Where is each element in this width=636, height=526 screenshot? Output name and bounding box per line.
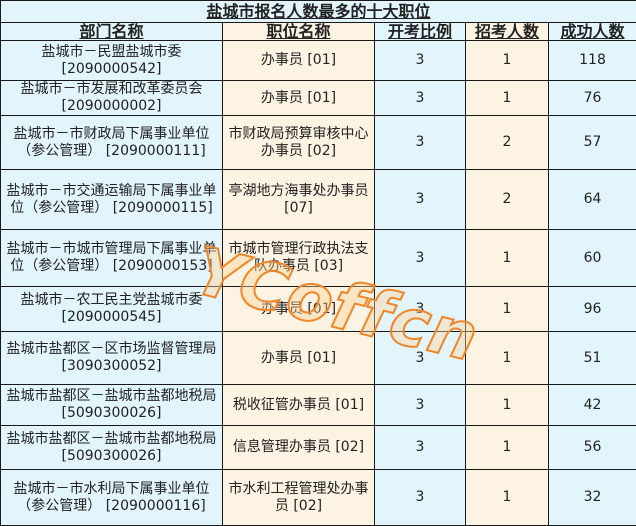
- position-cell: 办事员 [01]: [222, 331, 375, 385]
- header-row: 部门名称 职位名称 开考比例 招考人数 成功人数: [0, 22, 636, 41]
- table-row: 盐城市－民盟盐城市委 [2090000542] 办事员 [01] 3 1 118: [0, 40, 636, 81]
- success-cell: 60: [547, 229, 636, 287]
- success-cell: 96: [547, 286, 636, 332]
- ratio-cell: 3: [374, 425, 466, 470]
- success-cell: 51: [547, 331, 636, 385]
- quota-cell: 1: [465, 229, 549, 287]
- dept-cell: 盐城市－市财政局下属事业单位（参公管理） [2090000111]: [0, 115, 223, 170]
- position-cell: 办事员 [01]: [222, 80, 375, 116]
- ratio-cell: 3: [374, 115, 466, 170]
- table-row: 盐城市－市发展和改革委员会 [2090000002] 办事员 [01] 3 1 76: [0, 80, 636, 116]
- position-cell: 市城市管理行政执法支队办事员 [03]: [222, 229, 375, 287]
- dept-cell: 盐城市盐都区－盐城市盐都地税局 [5090300026]: [0, 384, 223, 426]
- table-row: 盐城市－市财政局下属事业单位（参公管理） [2090000111] 市财政局预算审…: [0, 115, 636, 170]
- col-header-ratio: 开考比例: [374, 22, 466, 41]
- quota-cell: 1: [465, 331, 549, 385]
- ratio-cell: 3: [374, 80, 466, 116]
- table-row: 盐城市－市水利局下属事业单位（参公管理） [2090000116] 市水利工程管理…: [0, 469, 636, 526]
- dept-cell: 盐城市－市水利局下属事业单位（参公管理） [2090000116]: [0, 469, 223, 526]
- success-cell: 76: [547, 80, 636, 116]
- dept-cell: 盐城市－农工民主党盐城市委 [2090000545]: [0, 286, 223, 332]
- quota-cell: 1: [465, 384, 549, 426]
- success-cell: 118: [547, 40, 636, 81]
- table-row: 盐城市－市城市管理局下属事业单位（参公管理） [2090000153] 市城市管理…: [0, 229, 636, 287]
- col-header-position: 职位名称: [222, 22, 375, 41]
- dept-cell: 盐城市盐都区－区市场监督管理局 [3090300052]: [0, 331, 223, 385]
- table-row: 盐城市盐都区－盐城市盐都地税局 [5090300026] 税收征管办事员 [01]…: [0, 384, 636, 426]
- success-cell: 56: [547, 425, 636, 470]
- dept-cell: 盐城市－民盟盐城市委 [2090000542]: [0, 40, 223, 81]
- col-header-dept: 部门名称: [0, 22, 223, 41]
- position-cell: 亭湖地方海事处办事员 [07]: [222, 169, 375, 230]
- ratio-cell: 3: [374, 331, 466, 385]
- quota-cell: 2: [465, 115, 549, 170]
- quota-cell: 1: [465, 425, 549, 470]
- quota-cell: 1: [465, 80, 549, 116]
- position-cell: 信息管理办事员 [02]: [222, 425, 375, 470]
- quota-cell: 1: [465, 469, 549, 526]
- ratio-cell: 3: [374, 40, 466, 81]
- dept-cell: 盐城市－市城市管理局下属事业单位（参公管理） [2090000153]: [0, 229, 223, 287]
- table-row: 盐城市－农工民主党盐城市委 [2090000545] 办事员 [01] 3 1 96: [0, 286, 636, 332]
- table-row: 盐城市盐都区－盐城市盐都地税局 [5090300026] 信息管理办事员 [02]…: [0, 425, 636, 470]
- col-header-success: 成功人数: [547, 22, 636, 41]
- ratio-cell: 3: [374, 229, 466, 287]
- ratio-cell: 3: [374, 286, 466, 332]
- dept-cell: 盐城市盐都区－盐城市盐都地税局 [5090300026]: [0, 425, 223, 470]
- quota-cell: 1: [465, 286, 549, 332]
- table-row: 盐城市－市交通运输局下属事业单位（参公管理） [2090000115] 亭湖地方海…: [0, 169, 636, 230]
- position-cell: 市水利工程管理处办事员 [02]: [222, 469, 375, 526]
- position-cell: 市财政局预算审核中心办事员 [02]: [222, 115, 375, 170]
- success-cell: 32: [547, 469, 636, 526]
- dept-cell: 盐城市－市发展和改革委员会 [2090000002]: [0, 80, 223, 116]
- table-title: 盐城市报名人数最多的十大职位: [0, 0, 636, 23]
- quota-cell: 2: [465, 169, 549, 230]
- position-cell: 办事员 [01]: [222, 40, 375, 81]
- ratio-cell: 3: [374, 384, 466, 426]
- ratio-cell: 3: [374, 169, 466, 230]
- col-header-quota: 招考人数: [465, 22, 549, 41]
- success-cell: 57: [547, 115, 636, 170]
- dept-cell: 盐城市－市交通运输局下属事业单位（参公管理） [2090000115]: [0, 169, 223, 230]
- ratio-cell: 3: [374, 469, 466, 526]
- position-cell: 税收征管办事员 [01]: [222, 384, 375, 426]
- quota-cell: 1: [465, 40, 549, 81]
- table-row: 盐城市盐都区－区市场监督管理局 [3090300052] 办事员 [01] 3 1 51: [0, 331, 636, 385]
- position-cell: 办事员 [01]: [222, 286, 375, 332]
- success-cell: 64: [547, 169, 636, 230]
- success-cell: 42: [547, 384, 636, 426]
